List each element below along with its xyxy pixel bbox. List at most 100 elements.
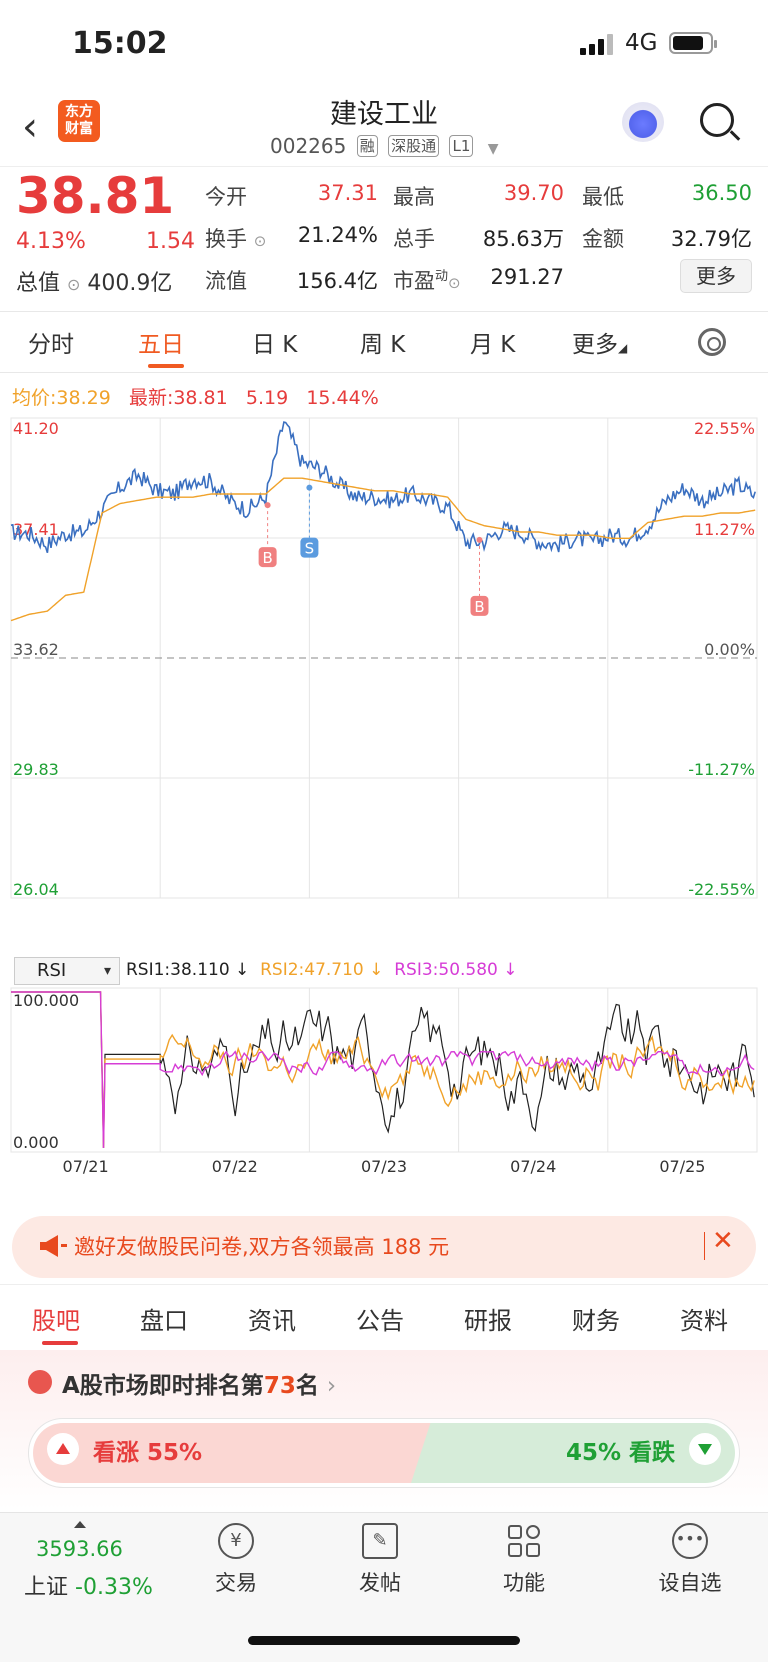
total-value: 总值 ⊙ 400.9亿 [16, 271, 173, 296]
rsi-values: RSI1:38.110 ↓ RSI2:47.710 ↓ RSI3:50.580 … [126, 960, 518, 980]
ranking-icon [28, 1370, 52, 1394]
tab-intraday[interactable]: 分时 [28, 332, 74, 358]
status-time: 15:02 [72, 26, 168, 61]
amount-label: 金额 [582, 227, 624, 251]
header: ‹ 东方 财富 建设工业 002265 融 深股通 L1 ▼ [0, 86, 768, 164]
open-value: 37.31 [317, 181, 378, 205]
pe-value: 291.27 [490, 265, 564, 289]
pe-label: 市盈动⊙ [393, 269, 461, 293]
price-line [10, 421, 756, 554]
chart-info-line: 均价:38.29 最新:38.81 5.19 15.44% [12, 387, 379, 409]
bullish-label: 看涨 55% [93, 1440, 203, 1466]
date-tick: 07/22 [212, 1157, 258, 1176]
index-value[interactable]: 3593.66 [36, 1537, 123, 1561]
stock-code: 002265 [270, 134, 347, 158]
date-tick: 07/24 [510, 1157, 556, 1176]
ranking-section: A股市场即时排名第73名 › 看涨 55% 45% 看跌 [0, 1350, 768, 1510]
functions-button[interactable]: 功能 [474, 1523, 574, 1597]
volume-label: 总手 [393, 227, 435, 251]
trade-mark-label: B [262, 549, 272, 567]
price-tick-left: 37.41 [13, 520, 59, 539]
indicator-selector[interactable]: RSI [14, 957, 120, 985]
rsi-line-1 [11, 991, 755, 1149]
dropdown-icon[interactable]: ▼ [487, 141, 499, 157]
float-value-label: 流值 [205, 269, 247, 293]
trade-mark-badge [470, 595, 489, 616]
down-arrow-icon[interactable] [689, 1433, 721, 1465]
tab-monthly-k[interactable]: 月 K [470, 332, 516, 358]
active-tab-indicator [148, 364, 184, 368]
tab-news[interactable]: 资讯 [248, 1307, 296, 1335]
trade-mark-badge [300, 537, 319, 558]
pct-tick-right: -11.27% [688, 760, 755, 779]
stock-code-line: 002265 融 深股通 L1 ▼ [270, 134, 499, 158]
tab-research[interactable]: 研报 [464, 1307, 512, 1335]
network-type: 4G [625, 30, 658, 56]
post-button[interactable]: ✎ 发帖 [330, 1523, 430, 1597]
five-day-chart[interactable]: 41.20 37.41 33.62 29.83 26.04 22.55% 11.27% 0.0… [0, 410, 768, 1210]
price-tick-left: 33.62 [13, 640, 59, 659]
app-logo: 东方 财富 [58, 100, 100, 142]
tag-connect: 深股通 [388, 135, 440, 157]
rsi2-value: RSI2:47.710 ↓ [260, 960, 384, 980]
high-label: 最高 [393, 185, 435, 209]
tab-more[interactable]: 更多◢ [572, 332, 628, 358]
pct-tick-right: 22.55% [694, 419, 755, 438]
pct-tick-right: 0.00% [704, 640, 755, 659]
settings-gear-icon[interactable] [698, 328, 726, 356]
stock-name: 建设工业 [330, 99, 438, 130]
tab-daily-k[interactable]: 日 K [252, 332, 298, 358]
more-quote-button[interactable]: 更多 [680, 259, 752, 293]
trade-mark-dot [264, 502, 271, 509]
pct-tick-right: 11.27% [694, 520, 755, 539]
promo-banner[interactable]: 邀好友做股民问卷,双方各领最高 188 元 ✕ [12, 1216, 756, 1278]
trade-mark-badge [258, 547, 277, 568]
tab-announcement[interactable]: 公告 [356, 1307, 404, 1335]
rsi-tick-bottom: 0.000 [13, 1133, 59, 1152]
amount-value: 32.79亿 [670, 227, 752, 251]
tab-pankou[interactable]: 盘口 [140, 1307, 188, 1335]
edit-icon: ✎ [362, 1523, 398, 1559]
index-label[interactable]: 上证 -0.33% [24, 1575, 153, 1600]
up-arrow-icon[interactable] [47, 1433, 79, 1465]
trade-button[interactable]: ¥ 交易 [186, 1523, 286, 1597]
tag-margin: 融 [356, 135, 378, 157]
tab-profile[interactable]: 资料 [680, 1307, 728, 1335]
trade-mark-dot [306, 484, 313, 491]
pct-tick-right: -22.55% [688, 880, 755, 899]
float-value: 156.4亿 [296, 269, 378, 293]
date-tick: 07/25 [659, 1157, 705, 1176]
grid-icon [506, 1523, 542, 1559]
high-value: 39.70 [503, 181, 564, 205]
tag-level: L1 [449, 135, 474, 157]
last-price: 38.81 [16, 167, 175, 225]
tab-five-day[interactable]: 五日 [138, 332, 184, 358]
latest-price: 38.81 [173, 387, 228, 409]
avg-price: 38.29 [56, 387, 111, 409]
tab-finance[interactable]: 财务 [572, 1307, 620, 1335]
megaphone-icon [40, 1235, 67, 1257]
rsi-line-2 [11, 991, 755, 1149]
add-watchlist-button[interactable]: ••• 设自选 [640, 1523, 740, 1597]
avg-price-line [10, 477, 756, 622]
battery-icon [669, 32, 717, 54]
bullish-button[interactable] [33, 1423, 433, 1483]
rsi1-value: RSI1:38.110 ↓ [126, 960, 250, 980]
caret-up-icon[interactable] [74, 1521, 86, 1528]
rsi-tick-top: 100.000 [13, 991, 79, 1010]
bearish-button[interactable] [411, 1423, 735, 1483]
date-tick: 07/21 [63, 1157, 109, 1176]
back-icon[interactable]: ‹ [22, 104, 38, 150]
assistant-robot-icon[interactable] [622, 102, 664, 142]
ranking-link[interactable]: A股市场即时排名第73名 › [62, 1373, 337, 1399]
close-icon[interactable]: ✕ [712, 1226, 734, 1256]
home-indicator [248, 1636, 520, 1645]
tab-weekly-k[interactable]: 周 K [360, 332, 406, 358]
turnover-label: 换手 ⊙ [205, 227, 267, 251]
tab-guba[interactable]: 股吧 [32, 1307, 80, 1335]
change-amount: 1.54 [146, 229, 195, 254]
vote-bar: 看涨 55% 45% 看跌 [28, 1418, 740, 1488]
quote-panel: 38.81 4.13% 1.54 总值 ⊙ 400.9亿 今开 37.31 最高… [0, 166, 768, 310]
search-icon[interactable] [700, 103, 734, 137]
rsi3-value: RSI3:50.580 ↓ [394, 960, 518, 980]
